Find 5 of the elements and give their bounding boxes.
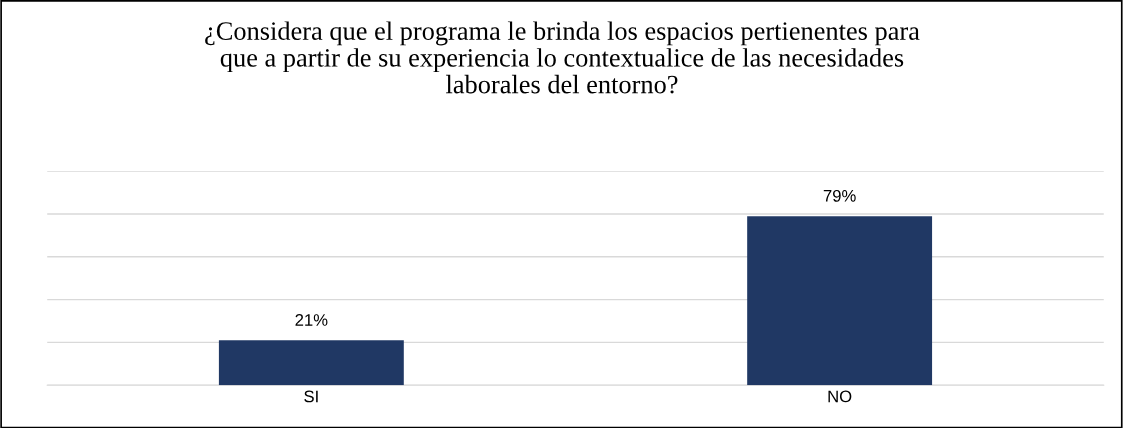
data-label: 79% <box>823 189 856 202</box>
data-label: 21% <box>295 314 328 326</box>
x-tick-label: NO <box>828 390 852 403</box>
x-tick-label: SI <box>304 390 318 403</box>
chart-title: ¿Considera que el programa le brinda los espacios pertienentes para que a partir de su experiencia lo contextualice de las necesidades laborales del entorno? <box>205 21 920 94</box>
